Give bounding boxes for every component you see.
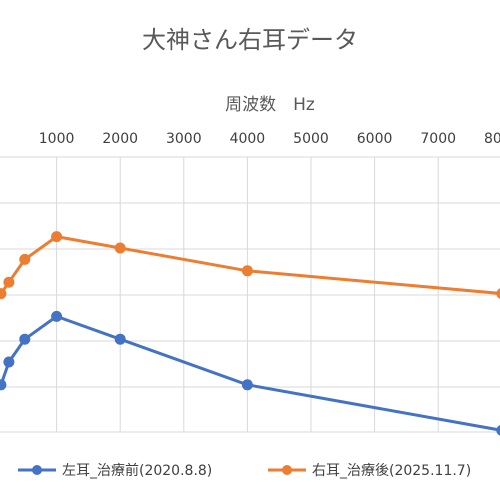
data-point [114, 333, 126, 345]
series-layer [0, 231, 500, 436]
data-point [241, 265, 253, 277]
legend-label: 右耳_治療後(2025.11.7) [312, 462, 471, 479]
x-tick-label: 3000 [166, 131, 202, 147]
x-axis-title: 周波数 Hz [225, 95, 315, 115]
data-point [114, 242, 126, 254]
x-tick-labels: 1000 2000 3000 4000 5000 6000 7000 8000 [39, 131, 500, 147]
data-point [19, 253, 31, 265]
data-point [496, 288, 500, 299]
data-point [496, 425, 500, 436]
data-point [3, 356, 15, 368]
data-point [51, 231, 63, 243]
data-point [51, 310, 63, 322]
x-tick-label: 2000 [102, 131, 138, 147]
data-point [19, 333, 31, 345]
x-tick-label: 6000 [357, 131, 393, 147]
x-tick-label: 1000 [39, 131, 75, 147]
data-point [0, 379, 7, 391]
x-tick-label: 8000 [484, 131, 500, 147]
chart-title: 大神さん右耳データ [142, 26, 358, 54]
legend-marker [32, 465, 42, 475]
x-tick-label: 5000 [293, 131, 329, 147]
legend: 左耳_治療前(2020.8.8) 右耳_治療後(2025.11.7) [18, 462, 471, 479]
legend-label: 左耳_治療前(2020.8.8) [62, 462, 212, 479]
legend-marker [282, 465, 292, 475]
data-point [3, 276, 15, 288]
x-tick-label: 4000 [230, 131, 266, 147]
series-line [0, 235, 500, 295]
data-point [0, 288, 7, 300]
data-point [241, 379, 253, 391]
gridlines [0, 156, 500, 433]
x-tick-label: 7000 [420, 131, 456, 147]
series-line [0, 314, 500, 432]
